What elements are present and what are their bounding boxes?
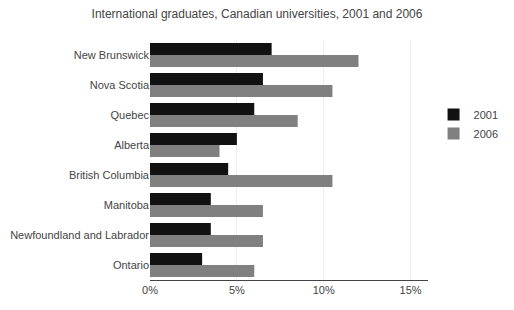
svg-text:2001: 2001 xyxy=(474,109,498,121)
svg-text:International graduates, Canad: International graduates, Canadian univer… xyxy=(92,7,423,21)
svg-text:Newfoundland and Labrador: Newfoundland and Labrador xyxy=(10,229,149,241)
svg-text:British Columbia: British Columbia xyxy=(69,169,150,181)
svg-text:Quebec: Quebec xyxy=(110,109,149,121)
svg-text:Nova Scotia: Nova Scotia xyxy=(90,79,150,91)
svg-text:5%: 5% xyxy=(229,284,245,296)
svg-text:Manitoba: Manitoba xyxy=(104,199,150,211)
svg-text:2006: 2006 xyxy=(474,128,498,140)
svg-text:New Brunswick: New Brunswick xyxy=(74,49,150,61)
svg-text:10%: 10% xyxy=(313,284,335,296)
svg-text:Ontario: Ontario xyxy=(113,259,149,271)
svg-text:0%: 0% xyxy=(142,284,158,296)
svg-text:15%: 15% xyxy=(400,284,422,296)
svg-text:Alberta: Alberta xyxy=(114,139,150,151)
